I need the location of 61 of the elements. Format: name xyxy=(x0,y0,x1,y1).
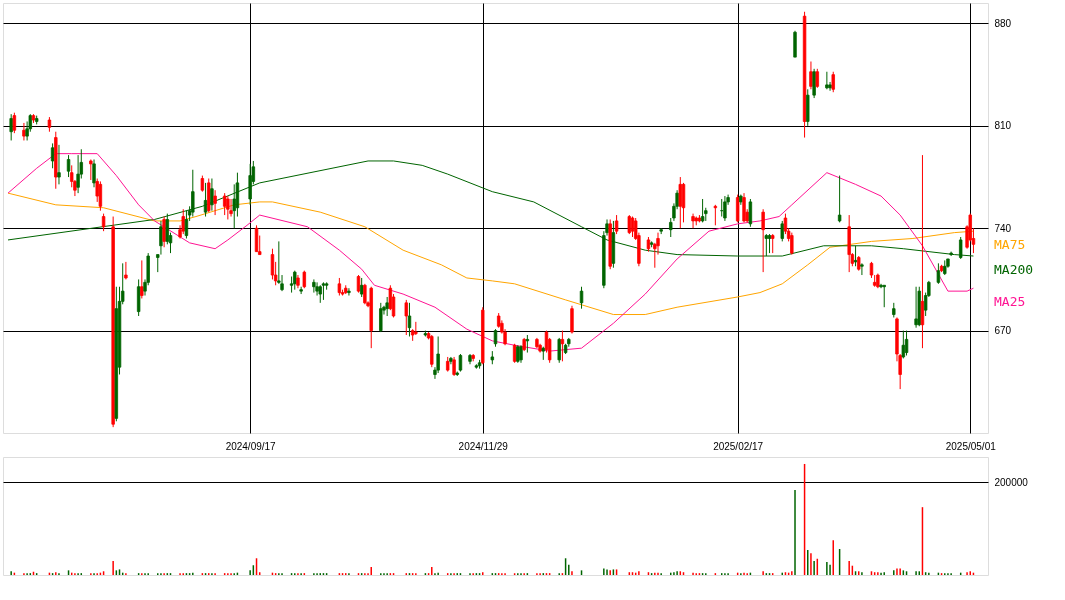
candlestick xyxy=(570,305,574,335)
candlestick xyxy=(89,159,93,181)
candlestick xyxy=(22,122,26,141)
candlestick xyxy=(181,208,185,235)
x-tick-label: 2024/09/17 xyxy=(225,440,277,452)
candlestick xyxy=(815,68,820,89)
candlestick xyxy=(771,233,775,254)
candlestick xyxy=(713,204,718,226)
candlestick xyxy=(831,71,835,93)
candlestick xyxy=(557,337,561,364)
candlestick xyxy=(627,214,632,235)
series-label: MA75 xyxy=(994,237,1026,253)
x-tick-label: 2025/02/17 xyxy=(713,440,764,452)
candlestick xyxy=(901,330,906,359)
candlestick xyxy=(57,144,61,185)
y-tick-label: 740 xyxy=(994,222,1012,234)
x-tick-label: 2024/11/29 xyxy=(458,440,509,452)
candlestick xyxy=(162,216,166,248)
y-tick-label: 200000 xyxy=(994,476,1029,488)
candlestick xyxy=(222,192,227,216)
y-tick-label: 880 xyxy=(994,17,1012,29)
candlestick xyxy=(66,154,71,178)
candlestick xyxy=(780,220,784,242)
y-tick-label: 670 xyxy=(994,325,1012,337)
candlestick xyxy=(837,175,842,223)
candlestick xyxy=(678,176,682,229)
candlestick xyxy=(12,112,17,134)
candlestick xyxy=(159,220,163,256)
candlestick xyxy=(191,169,195,218)
series-label: MA25 xyxy=(994,294,1026,310)
candlestick xyxy=(124,261,128,280)
candlestick xyxy=(614,214,619,235)
candlestick xyxy=(9,113,13,141)
candlestick xyxy=(790,232,794,256)
candlestick xyxy=(809,61,813,90)
candlestick xyxy=(379,302,383,333)
candlestick xyxy=(579,286,584,310)
candlestick xyxy=(825,71,829,90)
candlestick xyxy=(248,163,252,206)
candlestick xyxy=(407,302,412,337)
x-tick-label: 2025/05/01 xyxy=(945,440,997,452)
candlestick xyxy=(98,180,103,212)
candlestick xyxy=(363,283,367,305)
candlestick xyxy=(229,198,233,218)
candlestick xyxy=(404,299,408,336)
y-tick-label: 810 xyxy=(994,120,1012,132)
candlestick xyxy=(385,296,389,317)
candlestick xyxy=(315,281,319,297)
candlestick xyxy=(213,189,217,216)
candlestick xyxy=(312,278,316,294)
candlestick xyxy=(203,182,208,218)
candlestick xyxy=(50,142,55,169)
candlestick xyxy=(359,277,364,298)
candlestick xyxy=(860,262,864,276)
candlestick xyxy=(882,284,886,308)
candlestick xyxy=(767,233,772,254)
candlestick xyxy=(347,287,351,297)
candlestick xyxy=(299,286,303,295)
candlestick xyxy=(184,210,189,239)
series-label: MA200 xyxy=(994,262,1034,278)
candlestick xyxy=(226,195,230,220)
